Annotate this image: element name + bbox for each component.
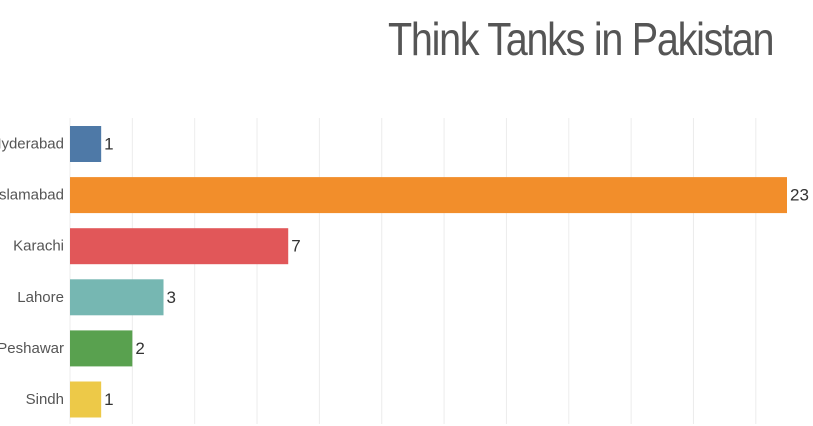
category-label: Karachi xyxy=(13,238,64,255)
bar-sindh xyxy=(70,381,102,418)
value-label: 23 xyxy=(790,186,809,205)
bar-hyderabad xyxy=(70,126,102,162)
bar-peshawar xyxy=(70,330,133,367)
category-label: Hyderabad xyxy=(0,136,64,153)
grid-layer xyxy=(69,118,757,424)
chart-title: Think Tanks in Pakistan xyxy=(388,13,774,65)
value-label: 1 xyxy=(104,135,113,154)
label-layer: Hyderabad 1 Islamabad 23 Karachi 7 Lahore 3 Pesh… xyxy=(0,135,809,410)
category-label: Sindh xyxy=(26,391,64,408)
bar-lahore xyxy=(70,279,164,316)
value-label: 2 xyxy=(135,339,144,358)
bar-layer xyxy=(70,126,787,418)
value-label: 3 xyxy=(167,288,176,307)
bar-karachi xyxy=(70,228,289,265)
value-label: 1 xyxy=(104,390,113,409)
category-label: Islamabad xyxy=(0,187,64,204)
value-label: 7 xyxy=(291,237,300,256)
category-label: Lahore xyxy=(17,289,64,306)
category-label: Peshawar xyxy=(0,340,64,357)
bar-islamabad xyxy=(70,177,787,214)
